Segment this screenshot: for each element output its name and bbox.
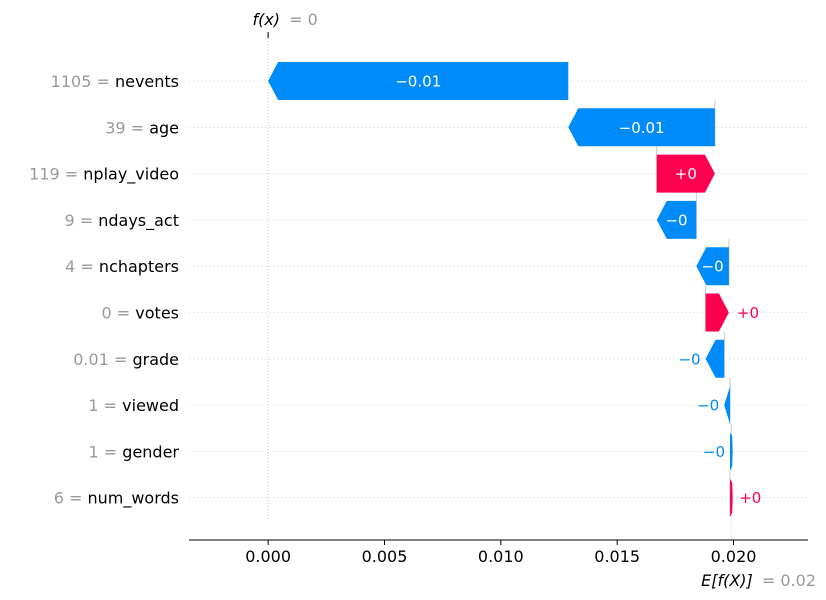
fx-annotation: f(x) = 0 — [252, 10, 317, 29]
feature-label: 1 = gender — [89, 442, 180, 461]
shap-value-label: −0 — [678, 350, 700, 368]
shap-value-label: +0 — [739, 489, 761, 507]
feature-label: 1105 = nevents — [51, 72, 179, 91]
shap-value-label: −0 — [665, 211, 687, 229]
feature-name: age — [149, 118, 179, 137]
reference-lines — [267, 32, 732, 540]
negative-bar — [268, 62, 569, 100]
feature-value: 1 = — [89, 442, 123, 461]
feature-labels: 1105 = nevents 39 = age 119 = nplay_video 9… — [29, 72, 179, 509]
negative-bar — [705, 339, 725, 378]
positive-bar — [730, 478, 733, 517]
x-tick-label: 0.015 — [594, 547, 640, 566]
ex-label: E[f(X)] — [701, 571, 753, 590]
feature-label: 39 = age — [105, 118, 179, 137]
feature-label: 119 = nplay_video — [29, 164, 179, 184]
shap-value-label: −0.01 — [619, 119, 665, 137]
x-axis: 0.000 0.005 0.010 0.015 0.020 — [189, 539, 808, 566]
positive-bar — [656, 154, 715, 193]
fx-value: = 0 — [289, 10, 318, 29]
feature-name: viewed — [122, 396, 179, 415]
x-tick-label: 0.000 — [245, 547, 291, 566]
x-tick-label: 0.005 — [362, 547, 408, 566]
shap-value-label: +0 — [675, 165, 697, 183]
ex-value: = 0.02 — [762, 571, 816, 590]
negative-bar — [724, 386, 731, 425]
negative-bar — [568, 108, 715, 147]
feature-name: nevents — [115, 72, 179, 91]
feature-label: 9 = ndays_act — [64, 210, 179, 230]
feature-value: 1105 = — [51, 72, 115, 91]
feature-label: 1 = viewed — [88, 396, 179, 415]
feature-label: 0 = votes — [102, 303, 179, 322]
feature-label: 0.01 = grade — [73, 349, 179, 368]
shap-value-label: +0 — [737, 304, 759, 322]
feature-label: 4 = nchapters — [65, 257, 179, 276]
ex-annotation: E[f(X)] = 0.02 — [701, 571, 816, 590]
shap-value-label: −0.01 — [395, 73, 441, 91]
feature-name: votes — [135, 303, 179, 322]
feature-value: 0 = — [102, 303, 136, 322]
shap-value-label: −0 — [703, 443, 725, 461]
feature-value: 9 = — [64, 210, 98, 229]
feature-value: 4 = — [65, 257, 99, 276]
feature-name: ndays_act — [98, 210, 179, 230]
feature-value: 6 = — [54, 488, 88, 507]
feature-value: 39 = — [105, 118, 149, 137]
fx-label: f(x) — [252, 10, 280, 29]
feature-label: 6 = num_words — [54, 488, 179, 508]
bars-group: −0.01 −0.01 +0 −0 −0 +0 −0 −0 −0 +0 — [268, 62, 761, 517]
feature-name: gender — [122, 442, 179, 461]
feature-name: grade — [132, 349, 179, 368]
negative-bar — [656, 200, 697, 239]
shap-value-label: −0 — [697, 397, 719, 415]
shap-value-label: −0 — [702, 258, 724, 276]
feature-name: num_words — [87, 488, 179, 508]
negative-bar — [730, 432, 733, 471]
x-tick-label: 0.010 — [478, 547, 524, 566]
feature-value: 1 = — [88, 396, 122, 415]
x-tick-label: 0.020 — [711, 547, 757, 566]
negative-bar — [696, 247, 729, 286]
feature-name: nchapters — [99, 257, 179, 276]
feature-value: 119 = — [29, 164, 83, 183]
feature-name: nplay_video — [83, 164, 179, 184]
feature-value: 0.01 = — [73, 349, 132, 368]
positive-bar — [705, 293, 729, 332]
